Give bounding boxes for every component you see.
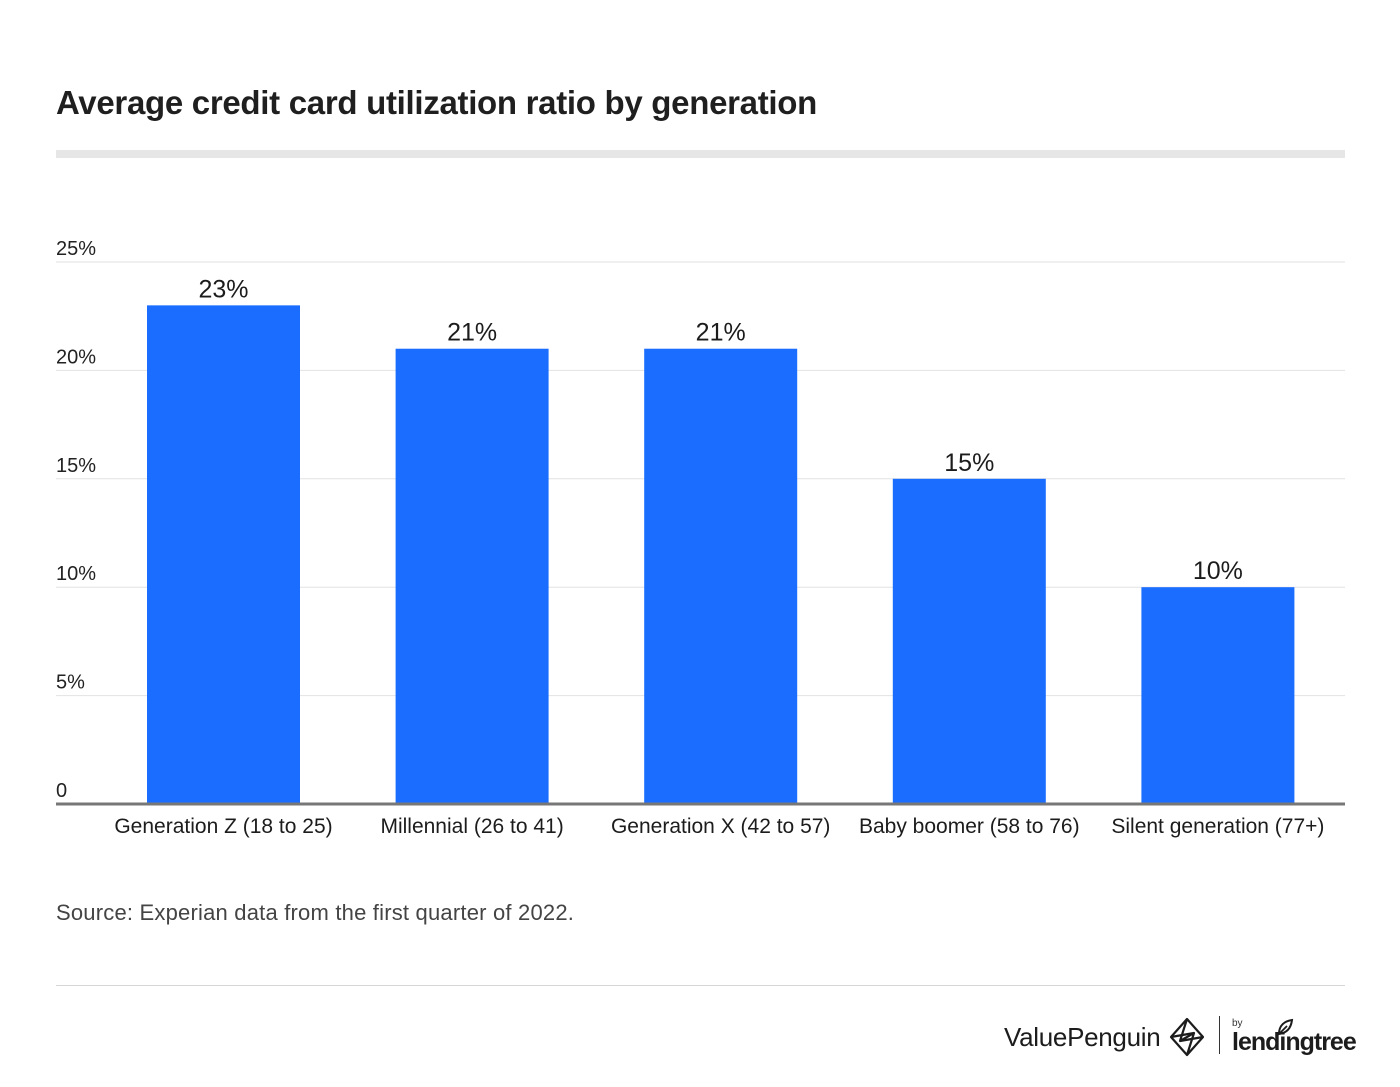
y-tick-label: 0 [56,780,67,802]
title-divider [56,150,1345,158]
y-tick-label: 5% [56,672,85,694]
lendingtree-wordmark: lendingtree [1232,1028,1357,1056]
x-tick-label: Baby boomer (58 to 76) [859,815,1080,838]
y-tick-label: 20% [56,346,96,368]
bar [1141,587,1295,804]
x-tick-label: Generation Z (18 to 25) [114,815,332,838]
lendingtree-by-label: by [1232,1018,1243,1029]
data-label: 10% [1193,557,1243,585]
data-label: 15% [944,449,994,477]
y-tick-label: 15% [56,455,96,477]
valuepenguin-logo-icon [1170,1017,1205,1057]
data-label: 21% [447,319,497,347]
bar-chart: 0 5% 10% 15% 20% 25% 23% 21% 21% 15% 10% Generati… [56,238,1345,838]
y-tick-label: 25% [56,238,96,260]
source-note: Source: Experian data from the first qua… [56,900,575,925]
chart-title: Average credit card utilization ratio by… [56,84,817,121]
bar [892,478,1046,804]
x-tick-label: Silent generation (77+) [1111,815,1324,838]
y-axis-ticks: 0 5% 10% 15% 20% 25% [56,238,96,802]
y-tick-label: 10% [56,563,96,585]
footer-divider [56,985,1345,986]
lendingtree-leaf-icon [1277,1018,1294,1036]
data-label: 21% [696,319,746,347]
bar [644,348,798,804]
x-tick-label: Millennial (26 to 41) [380,815,563,838]
data-labels: 23% 21% 21% 15% 10% [198,275,1242,585]
brand-separator [1219,1016,1220,1054]
lendingtree-brand: by lendingtree [1232,1012,1357,1062]
x-axis-labels: Generation Z (18 to 25) Millennial (26 to… [114,815,1324,838]
x-tick-label: Generation X (42 to 57) [611,815,830,838]
data-label: 23% [198,275,248,303]
bar [147,305,300,804]
bars [147,305,1295,804]
bar [395,348,549,804]
valuepenguin-wordmark: ValuePenguin [1004,1021,1161,1052]
valuepenguin-brand: ValuePenguin [1004,1012,1206,1062]
